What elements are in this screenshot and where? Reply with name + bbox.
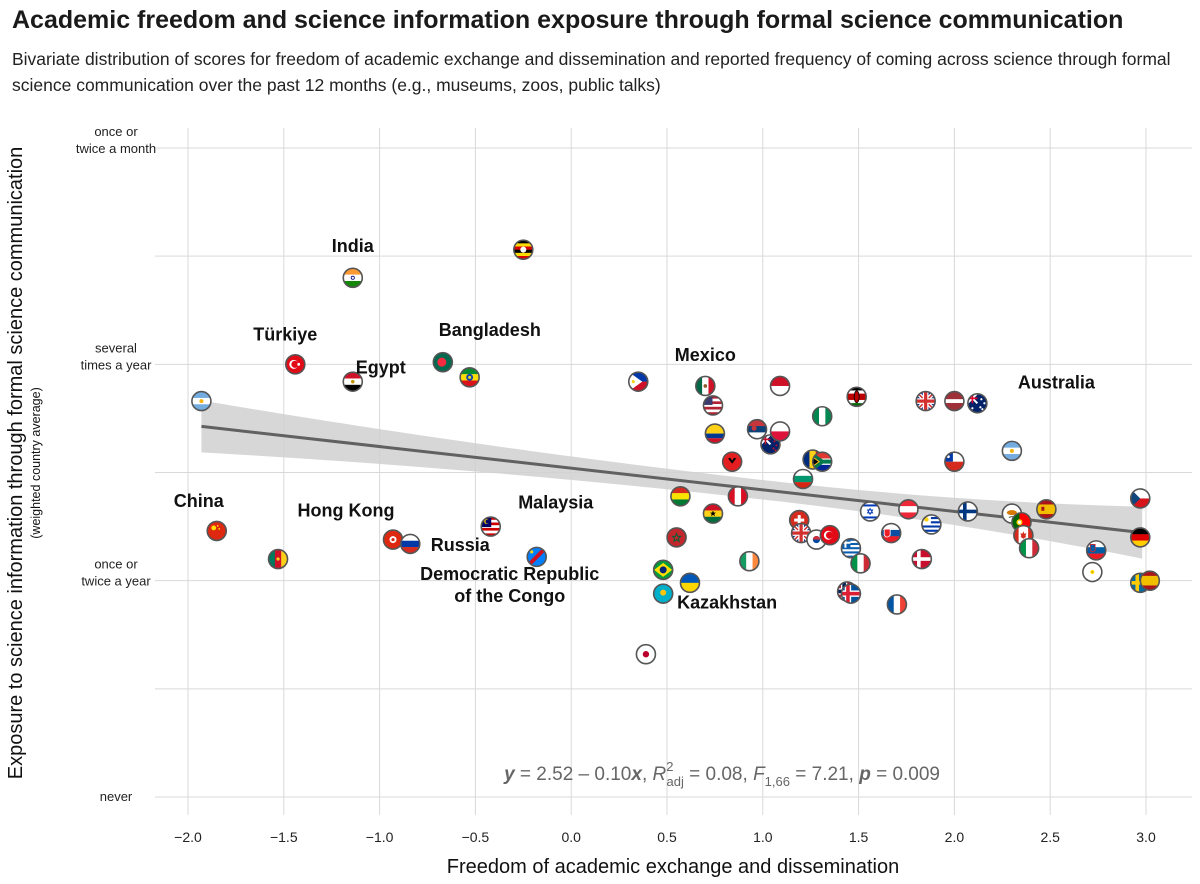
data-point-chile [944,451,965,472]
country-labels-layer: China Türkiye India Egypt Hong Kong Russia Ban… [174,236,1096,613]
data-point-uk2 [915,390,936,412]
x-axis-label: Freedom of academic exchange and dissemi… [447,856,899,878]
data-point-israel [859,501,881,522]
x-tick-label: 3.0 [1136,829,1156,845]
data-point-japan [635,643,657,665]
data-point-cameroon [267,548,289,570]
country-label: Mexico [675,345,736,365]
data-point-slovakia [880,522,902,544]
country-label: China [174,491,225,511]
country-label: Russia [431,535,491,555]
data-point-turkey2 [819,524,841,546]
chart-subtitle: Bivariate distribution of scores for fre… [12,49,1171,95]
data-point-vatican [1082,561,1103,583]
data-point-mexico [695,375,716,397]
x-tick-label: 2.5 [1040,829,1060,845]
data-point-finland [957,501,979,522]
data-point-hongkong [382,529,404,550]
x-tick-label: 2.0 [945,829,965,845]
data-point-drc [526,546,548,568]
country-label: Bangladesh [439,320,541,340]
data-point-bulgaria [792,468,814,490]
y-tick-label: several times a year [81,340,152,372]
data-point-czech [1129,488,1151,509]
regression-line [201,424,1143,535]
data-point-kazakhstan [652,583,674,604]
data-point-india [342,267,364,289]
country-label: Türkiye [253,324,317,344]
confidence-band-layer [201,400,1143,559]
x-tick-label: 0.5 [657,829,677,845]
y-tick-label: never [100,789,133,804]
country-label: Australia [1018,372,1096,392]
x-tick-label: 0.0 [561,829,581,845]
data-point-latvia [944,390,965,412]
y-axis-sublabel: (weighted country average) [29,387,43,538]
data-point-albania [721,451,743,472]
data-point-colombia [704,423,726,444]
data-point-iceland [840,583,862,604]
y-axis-label: Exposure to science information through … [5,147,27,780]
data-point-germany [1129,527,1151,548]
data-point-ghana [702,503,724,524]
data-point-egypt [342,371,364,392]
data-point-peru [727,485,749,507]
regression-equation: y = 2.52 – 0.10x, R2 adj = 0.08, F1,66 = … [503,759,940,789]
country-label: Democratic Republic of the Congo [420,564,599,606]
country-label: Kazakhstan [677,593,777,613]
data-point-uganda [512,239,534,260]
x-tick-label: −0.5 [462,829,490,845]
data-point-argentina2 [1001,440,1023,462]
data-point-ethiopia [459,367,480,388]
chart-title: Academic freedom and science information… [12,6,1124,34]
data-point-morocco [666,527,687,548]
country-label: Hong Kong [298,501,395,521]
data-point-indonesia [769,375,791,397]
x-tick-label: 1.5 [849,829,869,845]
points-layer [191,239,1161,665]
data-point-italy [1018,537,1040,559]
y-tick-label: once or twice a year [81,557,151,589]
country-label: India [332,236,375,256]
data-point-australia [967,392,988,414]
data-point-slovenia [1085,540,1107,561]
data-point-greece [840,537,862,559]
data-point-austria [898,498,919,520]
data-point-spain2 [1139,570,1161,591]
data-point-bangladesh [432,351,454,373]
data-point-russia [399,533,421,555]
x-tick-label: 1.0 [753,829,773,845]
data-point-malaysia [480,516,502,537]
data-point-nigeria [811,405,833,427]
data-point-china [206,520,228,542]
y-tick-label: once or twice a month [76,124,156,156]
data-point-southafrica [811,451,833,472]
x-tick-label: −1.5 [270,829,298,845]
data-point-italy2 [850,553,871,574]
data-point-uk [790,522,812,544]
data-point-ireland [739,550,760,572]
data-point-poland [769,421,791,442]
country-label: Egypt [356,358,406,378]
x-tick-label: −1.0 [366,829,394,845]
data-point-brazil [652,559,674,581]
data-point-argentina [191,390,212,412]
data-point-kenya [846,386,867,408]
country-label: Malaysia [518,493,594,513]
data-point-turkiye [284,354,306,375]
axes-layer: −2.0 −1.5 −1.0 −0.5 0.0 0.5 1.0 1.5 2.0 2.5 3.0 nev… [5,124,1156,878]
data-point-philippines [627,371,649,392]
x-tick-label: −2.0 [174,829,202,845]
data-point-spain [1036,498,1057,520]
data-point-denmark [911,548,933,570]
data-point-uruguay [921,514,942,535]
data-point-ukraine [679,572,701,594]
data-point-bolivia [670,485,691,507]
data-point-usa [702,395,724,416]
data-point-france [886,594,908,615]
data-point-serbia [746,418,768,440]
